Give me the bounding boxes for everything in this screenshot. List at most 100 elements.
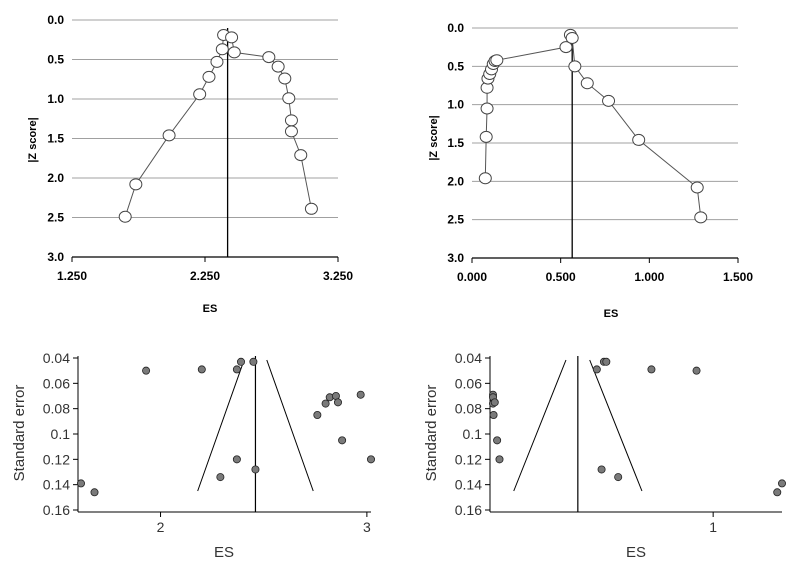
data-point — [232, 365, 241, 374]
data-point — [227, 46, 241, 59]
y-tick-labels: 0.04 0.06 0.08 0.1 0.12 0.14 0.16 — [455, 350, 482, 518]
axes-frame — [71, 256, 339, 262]
y-tick-label: 0.1 — [463, 426, 483, 442]
data-point — [565, 31, 579, 44]
x-axis-label: ES — [604, 308, 619, 320]
data-point — [592, 365, 601, 374]
y-tick-label: 2.0 — [447, 174, 464, 188]
funnel-left-line — [513, 359, 567, 492]
data-point — [304, 202, 318, 215]
funnel-lines — [513, 356, 643, 512]
funnel-right-line — [266, 359, 314, 492]
data-point — [271, 60, 285, 73]
y-tick-label: 0.14 — [455, 477, 482, 493]
x-tick-label: 1.500 — [723, 270, 753, 284]
data-point — [284, 114, 298, 127]
x-tick-labels: 1.250 2.250 3.250 — [57, 269, 353, 283]
data-point — [294, 149, 308, 162]
x-tick-label: 0.000 — [457, 270, 487, 284]
funnel-lines — [197, 356, 314, 512]
x-tick-label: 3.250 — [323, 269, 353, 283]
y-tick-label: 0.5 — [47, 53, 64, 67]
y-tick-labels: 0.04 0.06 0.08 0.1 0.12 0.14 0.16 — [43, 350, 70, 518]
grid-lines — [472, 27, 738, 259]
data-point — [773, 488, 782, 497]
data-point — [216, 473, 225, 482]
data-point — [490, 398, 499, 407]
x-axis-label: ES — [203, 303, 218, 315]
y-tick-label: 0.0 — [47, 13, 64, 27]
chart-top-right: 0.000 0.500 1.000 1.500 0.0 0.5 1.0 1.5 2.0 2.5 3… — [428, 21, 753, 320]
data-point — [225, 31, 239, 44]
y-tick-label: 3.0 — [47, 250, 64, 264]
data-point — [690, 181, 704, 194]
data-point — [162, 129, 176, 142]
x-tick-label: 1.250 — [57, 269, 87, 283]
x-tick-label: 1.000 — [634, 270, 664, 284]
data-point — [489, 410, 498, 419]
data-point — [215, 43, 229, 56]
data-point — [493, 436, 502, 445]
data-point — [480, 102, 494, 115]
chart-top-left: 1.250 2.250 3.250 0.0 0.5 1.0 1.5 2.0 2.5 3.0 ES… — [27, 13, 353, 315]
data-points — [478, 28, 708, 224]
data-point — [282, 92, 296, 105]
series-line — [484, 33, 702, 258]
data-point — [77, 479, 86, 488]
y-tick-label: 1.0 — [47, 92, 64, 106]
y-axis-label: |Z score| — [27, 117, 39, 162]
y-axis-label: Standard error — [423, 385, 440, 482]
y-tick-label: 0.16 — [455, 502, 482, 518]
data-points — [488, 357, 787, 497]
y-tick-label: 0.5 — [447, 59, 464, 73]
data-point — [313, 410, 322, 419]
data-point — [602, 357, 611, 366]
y-tick-label: 0.06 — [43, 375, 70, 391]
x-tick-label: 0.500 — [546, 270, 576, 284]
y-axis-label: Standard error — [11, 385, 28, 482]
data-point — [647, 365, 656, 374]
y-axis-label: |Z score| — [428, 115, 440, 160]
data-point — [237, 357, 246, 366]
x-axis-label: ES — [214, 544, 234, 561]
series-path — [484, 33, 702, 218]
funnel-bottom-right: 1 0.04 0.06 0.08 0.1 0.12 0.14 0.16 ES Standar… — [423, 350, 787, 561]
data-point — [778, 479, 787, 488]
data-point — [694, 211, 708, 224]
y-tick-label: 0.12 — [455, 451, 482, 467]
data-point — [614, 473, 623, 482]
data-point — [580, 77, 594, 90]
data-point — [90, 488, 99, 497]
funnel-left-line — [197, 359, 245, 492]
y-tick-label: 0.0 — [447, 21, 464, 35]
data-point — [366, 455, 375, 464]
x-tick-label: 3 — [363, 519, 371, 535]
data-points — [77, 357, 375, 497]
x-axis-label: ES — [626, 544, 646, 561]
data-point — [356, 390, 365, 399]
data-points — [118, 29, 318, 223]
data-point — [284, 125, 298, 138]
data-point — [251, 465, 260, 474]
y-tick-label: 0.08 — [455, 401, 482, 417]
data-point — [602, 94, 616, 107]
y-tick-label: 0.12 — [43, 451, 70, 467]
y-tick-label: 1.5 — [47, 132, 64, 146]
data-point — [338, 436, 347, 445]
data-point — [278, 72, 292, 85]
data-point — [197, 365, 206, 374]
data-point — [232, 455, 241, 464]
axes-frame — [471, 257, 739, 263]
y-tick-label: 1.0 — [447, 98, 464, 112]
data-point — [478, 172, 492, 185]
grid-lines — [72, 19, 338, 258]
data-point — [193, 88, 207, 101]
data-point — [559, 41, 573, 54]
y-tick-labels: 0.0 0.5 1.0 1.5 2.0 2.5 3.0 — [447, 21, 464, 265]
y-tick-label: 0.14 — [43, 477, 70, 493]
funnel-right-line — [589, 359, 643, 492]
data-point — [597, 465, 606, 474]
data-point — [210, 55, 224, 68]
